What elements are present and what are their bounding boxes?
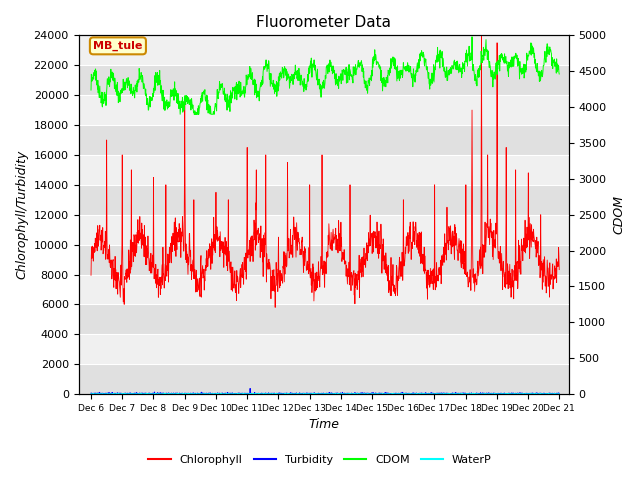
Bar [79, 245, 568, 275]
X-axis label: Time: Time [308, 419, 339, 432]
Bar [79, 304, 568, 335]
Y-axis label: Chlorophyll/Turbidity: Chlorophyll/Turbidity [15, 150, 28, 279]
Bar [79, 335, 568, 364]
Text: MB_tule: MB_tule [93, 41, 143, 51]
Bar [79, 65, 568, 95]
Bar [79, 36, 568, 65]
Bar [79, 155, 568, 185]
Bar [79, 125, 568, 155]
Y-axis label: CDOM: CDOM [612, 195, 625, 234]
Bar [79, 215, 568, 245]
Title: Fluorometer Data: Fluorometer Data [256, 15, 391, 30]
Legend: Chlorophyll, Turbidity, CDOM, WaterP: Chlorophyll, Turbidity, CDOM, WaterP [144, 451, 496, 469]
Bar [79, 185, 568, 215]
Bar [79, 95, 568, 125]
Bar [79, 275, 568, 304]
Bar [79, 364, 568, 394]
